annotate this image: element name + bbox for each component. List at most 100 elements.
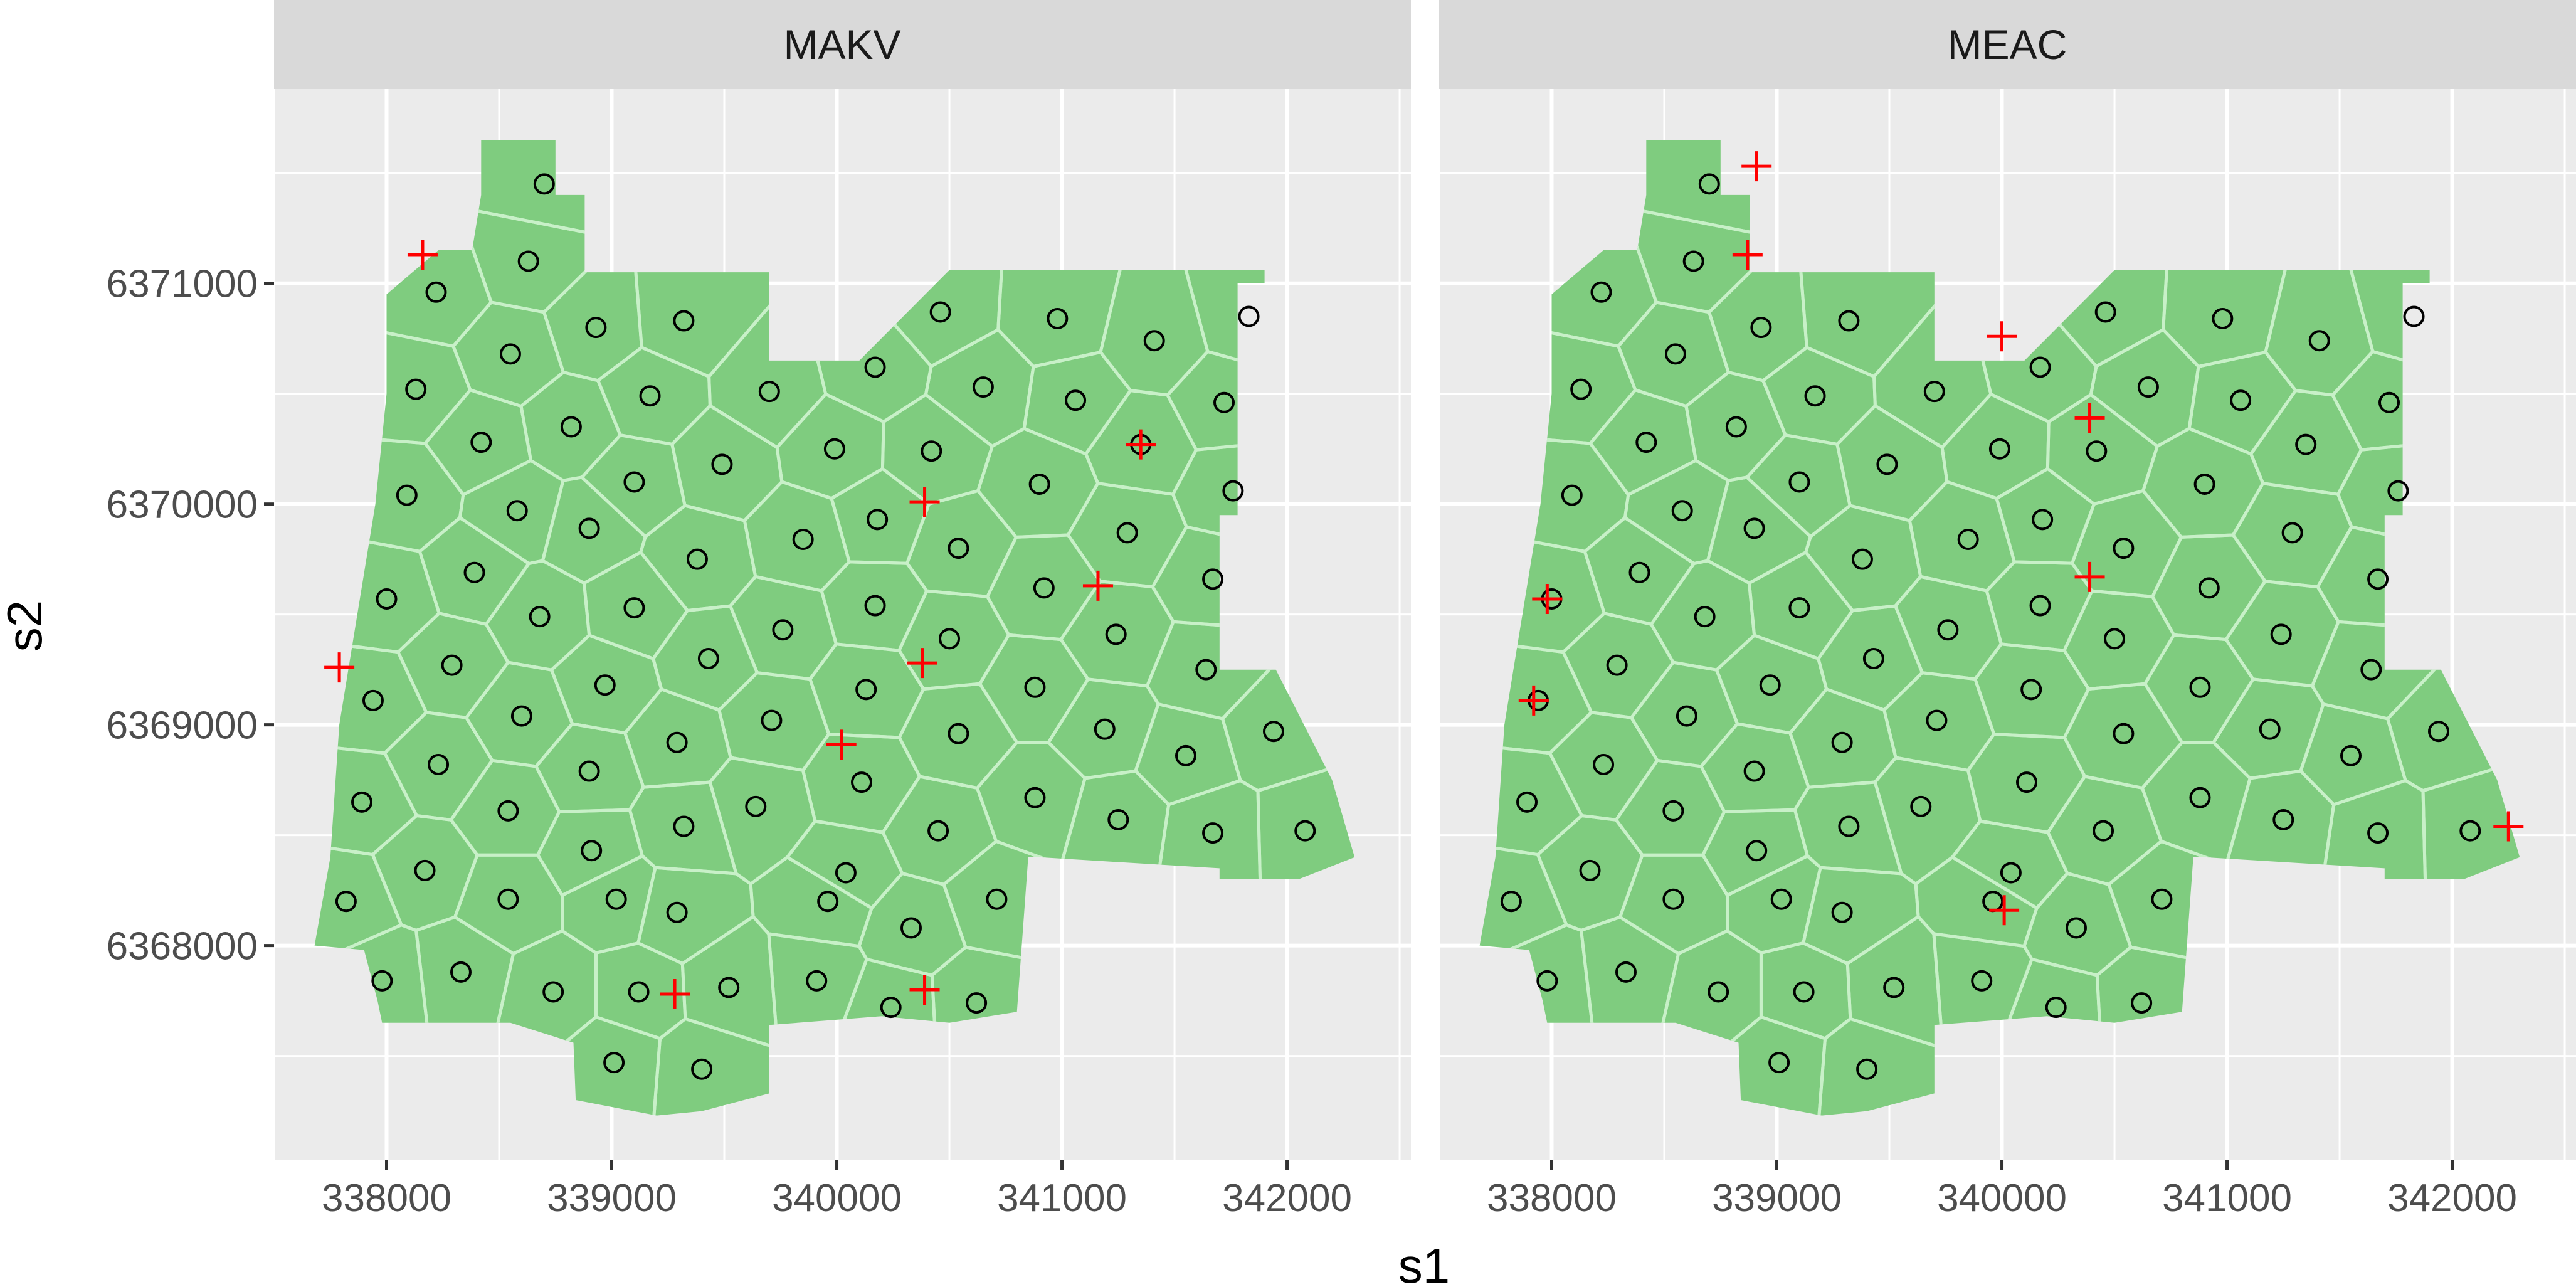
centroid-marker xyxy=(867,509,889,531)
centroid-marker xyxy=(1195,659,1217,681)
centroid-marker xyxy=(691,1058,713,1080)
centroid-marker xyxy=(758,381,780,403)
centroid-marker xyxy=(506,500,528,522)
y-tick-label: 6371000 xyxy=(107,263,258,306)
centroid-marker xyxy=(697,648,719,670)
x-tick-label: 340000 xyxy=(772,1177,902,1220)
centroid-marker xyxy=(450,961,472,983)
centroid-marker xyxy=(2189,786,2211,808)
centroid-marker xyxy=(396,484,418,506)
centroid-marker xyxy=(2230,389,2252,411)
centroid-marker xyxy=(772,619,794,641)
x-axis-title: s1 xyxy=(1398,1238,1450,1287)
centroid-marker xyxy=(745,795,767,817)
centroid-marker xyxy=(1838,815,1860,837)
centroid-marker xyxy=(1856,1058,1878,1080)
centroid-marker xyxy=(939,628,961,650)
centroid-marker xyxy=(2378,391,2400,413)
centroid-marker xyxy=(2032,509,2054,531)
centroid-marker xyxy=(1793,981,1815,1003)
sample-markers-makv xyxy=(324,239,1156,1010)
strip-bg-meac xyxy=(1439,0,2576,89)
centroid-marker xyxy=(864,595,886,617)
centroid-marker xyxy=(2131,992,2153,1014)
sample-marker xyxy=(1518,685,1549,716)
centroid-marker xyxy=(1202,822,1224,844)
centroid-marker xyxy=(560,416,582,438)
centroid-marker xyxy=(2189,676,2211,698)
centroid-marker xyxy=(2045,997,2067,1019)
strip-bg-makv xyxy=(274,0,1411,89)
centroid-marker xyxy=(1107,808,1129,830)
centroid-marker xyxy=(1238,305,1260,327)
centroid-marker xyxy=(2340,744,2362,766)
centroid-marker xyxy=(817,891,839,913)
centroid-marker xyxy=(2093,820,2114,842)
centroid-marker xyxy=(864,356,886,378)
centroid-marker xyxy=(1116,522,1138,544)
sample-marker xyxy=(909,487,940,517)
centroid-marker xyxy=(628,981,650,1003)
centroid-marker xyxy=(1094,718,1116,740)
centroid-marker xyxy=(1743,760,1765,782)
centroid-marker xyxy=(972,376,994,398)
centroid-marker xyxy=(851,771,873,793)
centroid-marker xyxy=(2459,820,2481,842)
panel-makv: MAKV xyxy=(273,0,1411,1160)
centroid-marker xyxy=(1213,391,1235,413)
centroid-marker xyxy=(2113,723,2135,744)
centroid-marker xyxy=(1759,674,1781,696)
centroid-marker xyxy=(1768,1052,1790,1074)
centroid-marker xyxy=(1500,891,1522,913)
centroid-marker xyxy=(2428,721,2450,743)
strip-label-meac: MEAC xyxy=(1948,21,2067,68)
centroid-marker xyxy=(1143,330,1165,352)
centroid-marker xyxy=(1862,648,1884,670)
centroid-marker xyxy=(1725,416,1747,438)
centroid-marker xyxy=(948,723,969,744)
centroid-marker xyxy=(686,548,708,570)
centroid-marker xyxy=(1606,654,1628,676)
centroid-marker xyxy=(1838,310,1860,332)
centroid-marker xyxy=(2151,888,2173,910)
centroid-marker xyxy=(1024,676,1046,698)
centroid-marker xyxy=(986,888,1008,910)
centroid-marker xyxy=(510,705,532,727)
centroid-marker xyxy=(2259,718,2281,740)
centroid-marker xyxy=(497,800,519,822)
y-tick-label: 6368000 xyxy=(107,925,258,968)
centroid-marker xyxy=(1923,381,1945,403)
centroid-marker xyxy=(1788,597,1810,619)
centroid-marker xyxy=(1516,791,1538,813)
centroid-marker xyxy=(1831,901,1853,923)
centroid-marker xyxy=(2137,376,2159,398)
sample-marker xyxy=(826,729,857,760)
centroid-marker xyxy=(1988,438,2010,460)
centroid-marker xyxy=(2387,480,2409,502)
centroid-marker xyxy=(581,840,603,862)
centroid-marker xyxy=(2272,808,2294,830)
centroid-marker xyxy=(823,438,845,460)
centroid-marker xyxy=(405,378,427,400)
centroid-marker xyxy=(2094,301,2116,323)
centroid-marker xyxy=(1876,453,1898,475)
centroid-marker xyxy=(1222,480,1244,502)
centroid-marker xyxy=(1105,623,1127,645)
sample-marker xyxy=(1989,895,2020,926)
centroid-marker xyxy=(2403,305,2425,327)
centroid-marker xyxy=(1263,721,1285,743)
centroid-marker xyxy=(425,281,447,303)
centroid-marker xyxy=(1635,432,1657,453)
centroid-marker xyxy=(1662,800,1684,822)
centroid-marker xyxy=(1831,731,1853,753)
centroid-marker xyxy=(585,317,607,339)
centroid-marker xyxy=(2212,308,2234,330)
centroid-marker xyxy=(623,597,645,619)
centroid-marker xyxy=(1570,378,1592,400)
centroid-marker xyxy=(603,1052,625,1074)
x-axis-makv: 338000 339000 340000 341000 342000 xyxy=(322,1160,1352,1220)
centroid-marker xyxy=(470,432,492,453)
centroid-marker xyxy=(2029,356,2051,378)
centroid-marker xyxy=(880,997,902,1019)
x-tick-label: 341000 xyxy=(2162,1177,2292,1220)
